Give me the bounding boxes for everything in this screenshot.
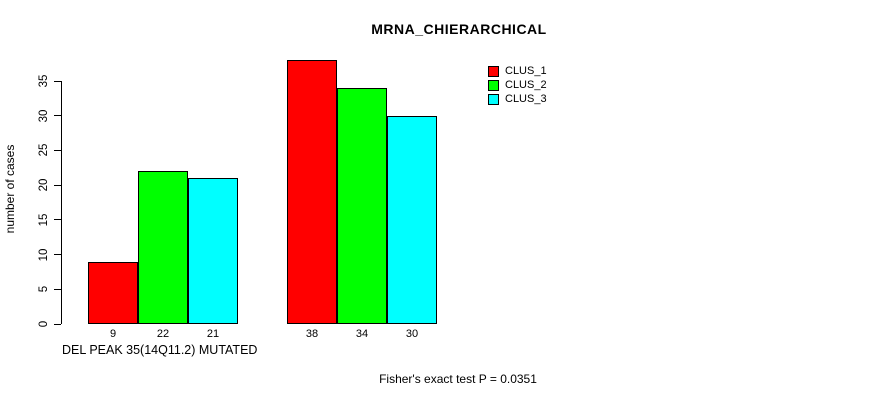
y-tick-label-25: 25 [38, 144, 50, 157]
legend: CLUS_1 CLUS_2 CLUS_3 [488, 65, 547, 107]
y-tick-label-5: 5 [38, 286, 50, 293]
y-tick-label-15: 15 [38, 213, 50, 227]
y-tick-label-35: 35 [38, 74, 50, 88]
legend-swatch-clus-2 [488, 80, 499, 92]
legend-label-clus-1: CLUS_1 [505, 65, 547, 78]
bar-value-label-clus_3-group-2: 30 [405, 328, 419, 340]
y-axis-title: number of cases [3, 144, 17, 234]
legend-label-clus-3: CLUS_3 [505, 93, 547, 106]
bar-clus_1-group-1 [88, 261, 138, 324]
bar-value-label-clus_2-group-1: 22 [156, 328, 170, 340]
y-axis-line [61, 81, 62, 324]
bar-clus_2-group-2 [337, 87, 387, 324]
annotation-text: Fisher's exact test P = 0.0351 [379, 372, 537, 386]
bar-value-label-clus_2-group-2: 34 [355, 328, 369, 340]
legend-item-clus-2: CLUS_2 [488, 79, 547, 93]
bar-value-label-clus_1-group-2: 38 [305, 328, 319, 340]
legend-swatch-clus-3 [488, 94, 499, 106]
y-tick-label-10: 10 [38, 248, 50, 261]
bar-clus_3-group-2 [387, 115, 437, 324]
bar-value-label-clus_3-group-1: 21 [206, 328, 220, 340]
x-axis-title: DEL PEAK 35(14Q11.2) MUTATED [62, 343, 258, 357]
bar-clus_1-group-2 [287, 60, 337, 324]
legend-item-clus-1: CLUS_1 [488, 65, 547, 79]
legend-swatch-clus-1 [488, 66, 499, 78]
y-tick-mark-15 [54, 219, 61, 221]
y-tick-mark-0 [54, 323, 61, 325]
bar-clus_2-group-1 [138, 171, 188, 324]
y-tick-mark-35 [54, 80, 61, 82]
y-tick-mark-30 [54, 115, 61, 117]
y-tick-label-20: 20 [38, 178, 50, 192]
bar-value-label-clus_1-group-1: 9 [109, 328, 117, 340]
y-tick-label-0: 0 [38, 320, 50, 328]
y-tick-mark-20 [54, 184, 61, 186]
legend-item-clus-3: CLUS_3 [488, 93, 547, 107]
legend-label-clus-2: CLUS_2 [505, 79, 547, 92]
y-tick-label-30: 30 [38, 109, 50, 123]
bar-clus_3-group-1 [188, 178, 238, 324]
y-tick-mark-5 [54, 288, 61, 290]
y-tick-mark-10 [54, 254, 61, 256]
y-tick-mark-25 [54, 149, 61, 151]
chart-title: MRNA_CHIERARCHICAL [371, 21, 547, 37]
